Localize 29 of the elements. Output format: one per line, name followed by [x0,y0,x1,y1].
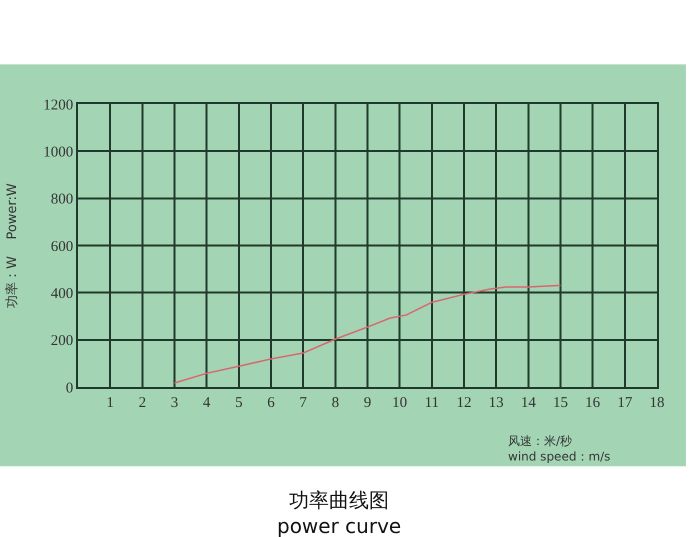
x-tick-label: 8 [332,394,340,411]
x-tick-label: 6 [267,394,276,411]
x-tick-label: 16 [585,394,601,411]
x-tick-label: 15 [553,394,568,411]
x-tick-label: 4 [202,394,211,411]
y-tick-label: 1200 [43,97,74,114]
x-tick-label: 11 [424,394,440,411]
x-axis-title: 风速：米/秒 wind speed：m/s [508,434,610,464]
y-tick-label: 1000 [43,144,74,160]
x-tick-label: 1 [106,394,114,411]
x-tick-label: 12 [456,394,472,411]
x-tick-label: 7 [299,394,308,411]
x-tick-label: 18 [650,394,664,411]
text: 功率曲线图 power curve [277,488,402,537]
x-tick-label: 5 [235,394,243,411]
x-tick-label: 9 [364,394,372,411]
x-tick-label: 10 [392,394,408,411]
y-tick-label: 800 [50,192,74,208]
x-tick-label: 13 [488,394,504,411]
x-tick-label: 17 [617,394,633,411]
y-tick-label: 600 [50,238,74,255]
x-tick-label: 2 [138,394,146,411]
x-tick-label: 14 [520,394,536,411]
line-series [174,284,562,384]
x-tick-label: 3 [170,394,178,411]
y-tick-label: 400 [50,286,74,302]
y-tick-label: 0 [66,380,74,396]
y-axis-title: 功率：W Power:W [4,183,20,308]
y-tick-label: 200 [50,333,74,350]
